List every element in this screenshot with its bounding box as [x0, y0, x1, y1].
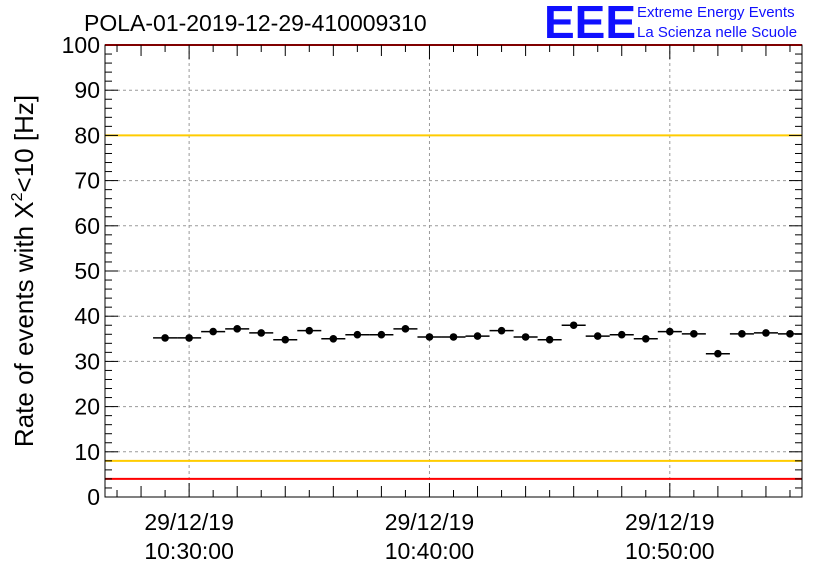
y-tick-label: 80	[74, 122, 100, 148]
logo-text: Extreme Energy Events La Scienza nelle S…	[637, 3, 797, 43]
data-point	[497, 326, 506, 335]
data-point	[329, 335, 338, 343]
threshold-lines	[105, 44, 802, 480]
data-point	[690, 330, 698, 338]
data-points	[153, 321, 802, 358]
data-point	[449, 333, 458, 341]
data-point	[425, 333, 434, 341]
data-point	[762, 329, 770, 337]
axis-ticks	[105, 44, 802, 498]
eee-logo: EEE	[544, 0, 636, 44]
data-point	[353, 330, 362, 339]
x-tick-date: 29/12/19	[625, 509, 715, 535]
chart-title: POLA-01-2019-12-29-410009310	[84, 10, 427, 36]
data-point	[209, 327, 217, 336]
y-axis-title-main: Rate of events with X	[9, 201, 39, 447]
data-point	[545, 335, 554, 344]
data-point	[281, 335, 290, 344]
x-tick-time: 10:50:00	[625, 538, 715, 564]
grid-lines	[105, 45, 802, 497]
y-tick-label: 30	[74, 348, 100, 374]
data-point	[377, 330, 386, 339]
y-tick-label: 70	[74, 168, 100, 194]
data-point	[161, 334, 169, 342]
logo-mark: EEE	[544, 0, 636, 44]
data-point	[521, 333, 530, 341]
data-point	[473, 332, 482, 340]
data-point	[786, 330, 794, 338]
data-point	[666, 327, 674, 336]
logo-line-1: Extreme Energy Events	[637, 4, 795, 21]
y-tick-label: 100	[62, 32, 100, 58]
y-axis-title-rest: <10 [Hz]	[9, 95, 39, 193]
data-point	[185, 334, 193, 342]
x-tick-date: 29/12/19	[144, 509, 234, 535]
y-tick-label: 40	[74, 303, 100, 329]
data-point	[714, 349, 722, 358]
data-point	[641, 335, 650, 343]
y-tick-label: 60	[74, 213, 100, 239]
y-tick-label: 90	[74, 77, 100, 103]
y-tick-label: 0	[87, 484, 100, 510]
x-tick-time: 10:30:00	[144, 538, 234, 564]
data-point	[593, 332, 602, 340]
data-point	[305, 326, 314, 335]
logo-line-2: La Scienza nelle Scuole	[637, 24, 798, 41]
data-point	[617, 330, 626, 339]
x-tick-date: 29/12/19	[385, 509, 475, 535]
y-tick-label: 20	[74, 394, 100, 420]
y-tick-label: 50	[74, 258, 100, 284]
data-point	[738, 330, 746, 338]
data-point	[569, 321, 578, 330]
x-tick-time: 10:40:00	[385, 538, 475, 564]
y-tick-label: 10	[74, 439, 100, 465]
y-axis-title-sup: 2	[9, 192, 26, 201]
data-point	[233, 325, 241, 333]
y-axis-title: Rate of events with X2<10 [Hz]	[9, 95, 39, 447]
axis-labels: 0 10 20 30 40 50 60 70 80 90 100 29/12/19 10:30:00 29…	[62, 32, 715, 564]
data-point	[401, 325, 410, 333]
data-point	[257, 329, 266, 337]
